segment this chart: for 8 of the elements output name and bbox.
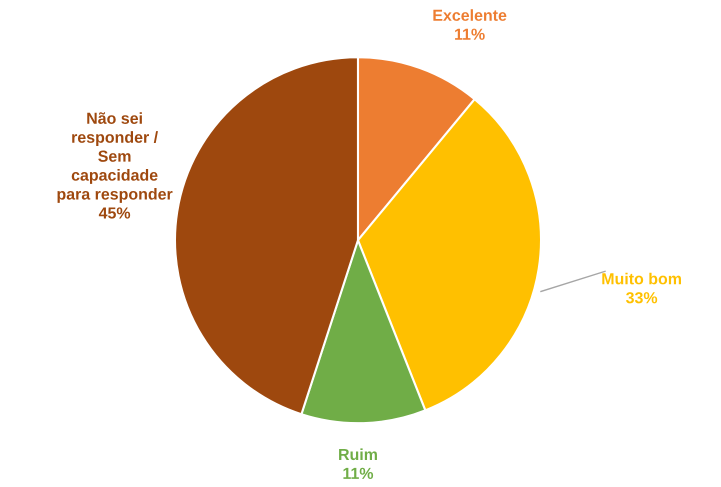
data-label: 11%: [455, 28, 485, 40]
data-label: 33%: [626, 292, 658, 304]
slice-label: Excelente: [433, 9, 506, 21]
slice-label: Muito bom: [602, 272, 681, 284]
slice-label: Não sei responder / Sem capacidade para responder: [58, 112, 173, 203]
data-label: 45%: [98, 207, 130, 219]
slice-label: Ruim: [339, 448, 377, 460]
data-label: 11%: [343, 468, 374, 480]
